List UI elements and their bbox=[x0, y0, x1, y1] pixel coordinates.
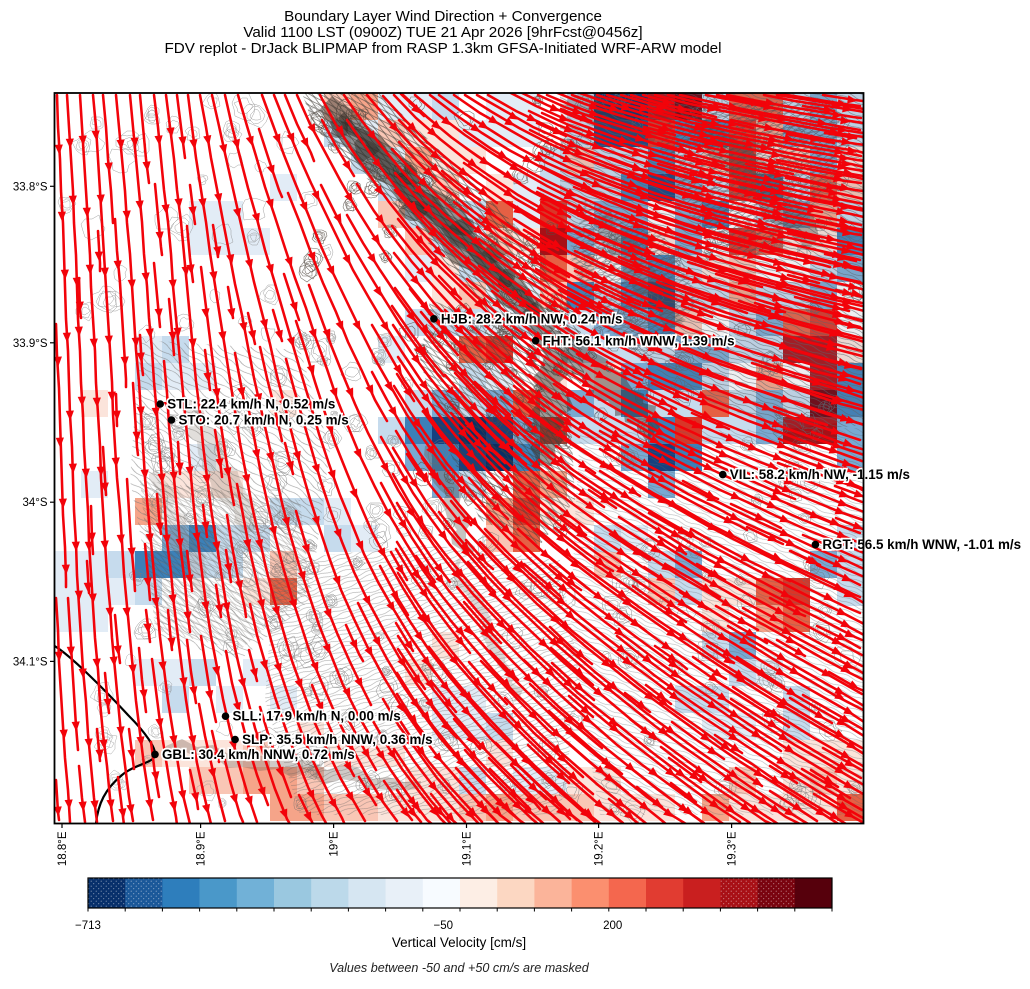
svg-text:18.8°E: 18.8°E bbox=[57, 831, 69, 866]
svg-text:19.1°E: 19.1°E bbox=[462, 831, 474, 866]
svg-text:34°S: 34°S bbox=[22, 497, 47, 509]
svg-text:33.9°S: 33.9°S bbox=[13, 338, 48, 350]
svg-text:−50: −50 bbox=[434, 920, 454, 932]
svg-text:SLL: 17.9 km/h N, 0.00 m/s: SLL: 17.9 km/h N, 0.00 m/s bbox=[233, 709, 401, 724]
svg-text:SLP: 35.5 km/h NNW, 0.36 m/s: SLP: 35.5 km/h NNW, 0.36 m/s bbox=[242, 732, 433, 747]
svg-text:VIL: 58.2 km/h NW, -1.15 m/s: VIL: 58.2 km/h NW, -1.15 m/s bbox=[730, 467, 910, 482]
svg-text:STO: 20.7 km/h N, 0.25 m/s: STO: 20.7 km/h N, 0.25 m/s bbox=[179, 413, 349, 428]
svg-text:STL: 22.4 km/h N, 0.52 m/s: STL: 22.4 km/h N, 0.52 m/s bbox=[167, 397, 335, 412]
svg-text:FHT: 56.1 km/h WNW, 1.39 m/s: FHT: 56.1 km/h WNW, 1.39 m/s bbox=[543, 333, 735, 348]
svg-text:RGT: 56.5 km/h WNW, -1.01 m/s: RGT: 56.5 km/h WNW, -1.01 m/s bbox=[822, 537, 1021, 552]
svg-text:Vertical Velocity [cm/s]: Vertical Velocity [cm/s] bbox=[392, 935, 526, 950]
svg-text:18.9°E: 18.9°E bbox=[196, 831, 208, 866]
svg-text:19°E: 19°E bbox=[329, 831, 341, 856]
svg-text:SLP: 35.5 km/h NNW, 0.36 m/s: SLP: 35.5 km/h NNW, 0.36 m/s bbox=[242, 732, 433, 747]
svg-text:19.2°E: 19.2°E bbox=[594, 831, 606, 866]
svg-text:HJB: 28.2 km/h NW, 0.24 m/s: HJB: 28.2 km/h NW, 0.24 m/s bbox=[441, 311, 623, 326]
svg-text:VIL: 58.2 km/h NW, -1.15 m/s: VIL: 58.2 km/h NW, -1.15 m/s bbox=[730, 467, 910, 482]
svg-text:FDV replot - DrJack BLIPMAP fr: FDV replot - DrJack BLIPMAP from RASP 1.… bbox=[164, 40, 721, 57]
svg-text:−713: −713 bbox=[75, 920, 101, 932]
svg-text:Boundary Layer Wind Direction: Boundary Layer Wind Direction + Converge… bbox=[284, 8, 602, 25]
svg-text:200: 200 bbox=[603, 920, 622, 932]
svg-text:STO: 20.7 km/h N, 0.25 m/s: STO: 20.7 km/h N, 0.25 m/s bbox=[179, 413, 349, 428]
svg-text:33.8°S: 33.8°S bbox=[13, 181, 48, 193]
svg-text:GBL: 30.4 km/h NNW, 0.72 m/s: GBL: 30.4 km/h NNW, 0.72 m/s bbox=[162, 747, 355, 762]
svg-text:FHT: 56.1 km/h WNW, 1.39 m/s: FHT: 56.1 km/h WNW, 1.39 m/s bbox=[543, 333, 735, 348]
svg-text:Values between -50 and +50 cm/: Values between -50 and +50 cm/s are mask… bbox=[329, 961, 590, 975]
svg-text:GBL: 30.4 km/h NNW, 0.72 m/s: GBL: 30.4 km/h NNW, 0.72 m/s bbox=[162, 747, 355, 762]
svg-text:RGT: 56.5 km/h WNW, -1.01 m/s: RGT: 56.5 km/h WNW, -1.01 m/s bbox=[822, 537, 1021, 552]
svg-text:19.3°E: 19.3°E bbox=[727, 831, 739, 866]
svg-text:Valid 1100 LST (0900Z) TUE 21: Valid 1100 LST (0900Z) TUE 21 Apr 2026 [… bbox=[243, 24, 642, 41]
svg-text:SLL: 17.9 km/h N, 0.00 m/s: SLL: 17.9 km/h N, 0.00 m/s bbox=[233, 709, 401, 724]
svg-text:34.1°S: 34.1°S bbox=[13, 656, 48, 668]
svg-text:STL: 22.4 km/h N, 0.52 m/s: STL: 22.4 km/h N, 0.52 m/s bbox=[167, 397, 335, 412]
svg-text:HJB: 28.2 km/h NW, 0.24 m/s: HJB: 28.2 km/h NW, 0.24 m/s bbox=[441, 311, 623, 326]
